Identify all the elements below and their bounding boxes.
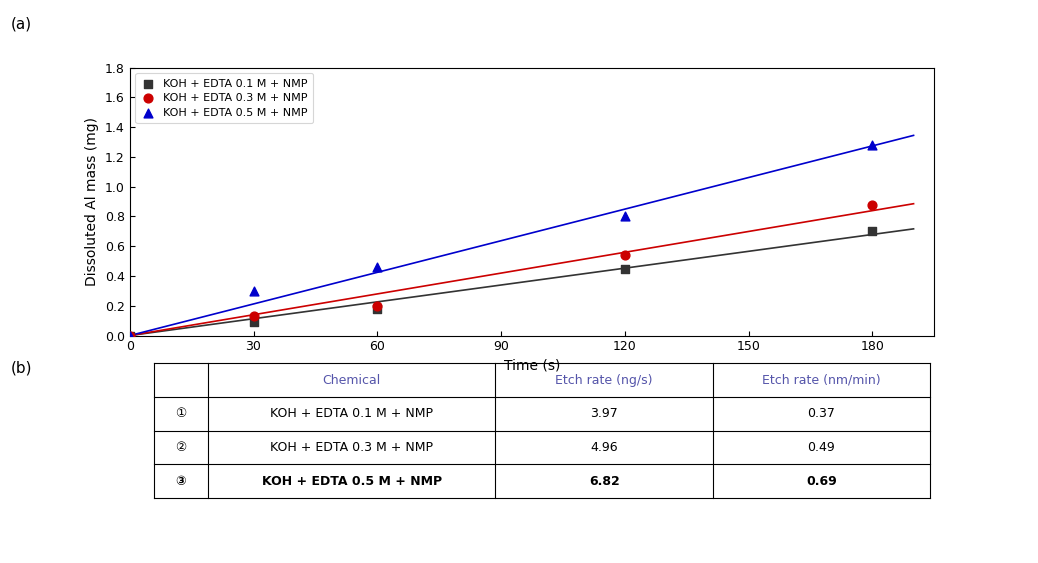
Text: Chemical: Chemical [323,374,381,387]
Text: KOH + EDTA 0.1 M + NMP: KOH + EDTA 0.1 M + NMP [270,408,433,421]
KOH + EDTA 0.3 M + NMP [368,301,385,310]
Text: Etch rate (ng/s): Etch rate (ng/s) [555,374,653,387]
Legend: KOH + EDTA 0.1 M + NMP, KOH + EDTA 0.3 M + NMP, KOH + EDTA 0.5 M + NMP: KOH + EDTA 0.1 M + NMP, KOH + EDTA 0.3 M… [135,73,313,123]
KOH + EDTA 0.1 M + NMP [368,304,385,313]
KOH + EDTA 0.5 M + NMP [245,287,262,296]
KOH + EDTA 0.3 M + NMP [245,312,262,321]
Text: KOH + EDTA 0.3 M + NMP: KOH + EDTA 0.3 M + NMP [270,441,433,454]
Y-axis label: Dissoluted Al mass (mg): Dissoluted Al mass (mg) [85,117,100,286]
Text: Etch rate (nm/min): Etch rate (nm/min) [762,374,881,387]
X-axis label: Time (s): Time (s) [503,359,561,373]
KOH + EDTA 0.3 M + NMP [121,331,138,340]
Text: 6.82: 6.82 [589,475,620,488]
Text: ①: ① [175,408,187,421]
Text: ②: ② [175,441,187,454]
Text: ③: ③ [175,475,187,488]
KOH + EDTA 0.5 M + NMP [864,141,880,150]
KOH + EDTA 0.3 M + NMP [617,251,633,260]
Text: 0.37: 0.37 [808,408,836,421]
Text: 0.49: 0.49 [808,441,836,454]
KOH + EDTA 0.5 M + NMP [368,262,385,271]
Text: KOH + EDTA 0.5 M + NMP: KOH + EDTA 0.5 M + NMP [262,475,442,488]
Text: (a): (a) [10,17,31,32]
Text: 0.69: 0.69 [807,475,837,488]
KOH + EDTA 0.3 M + NMP [864,200,880,209]
Text: 4.96: 4.96 [591,441,618,454]
KOH + EDTA 0.1 M + NMP [121,331,138,340]
KOH + EDTA 0.5 M + NMP [617,212,633,221]
KOH + EDTA 0.5 M + NMP [121,331,138,340]
KOH + EDTA 0.1 M + NMP [864,227,880,236]
KOH + EDTA 0.1 M + NMP [245,318,262,327]
KOH + EDTA 0.1 M + NMP [617,264,633,273]
Text: 3.97: 3.97 [591,408,618,421]
Text: (b): (b) [10,360,32,376]
